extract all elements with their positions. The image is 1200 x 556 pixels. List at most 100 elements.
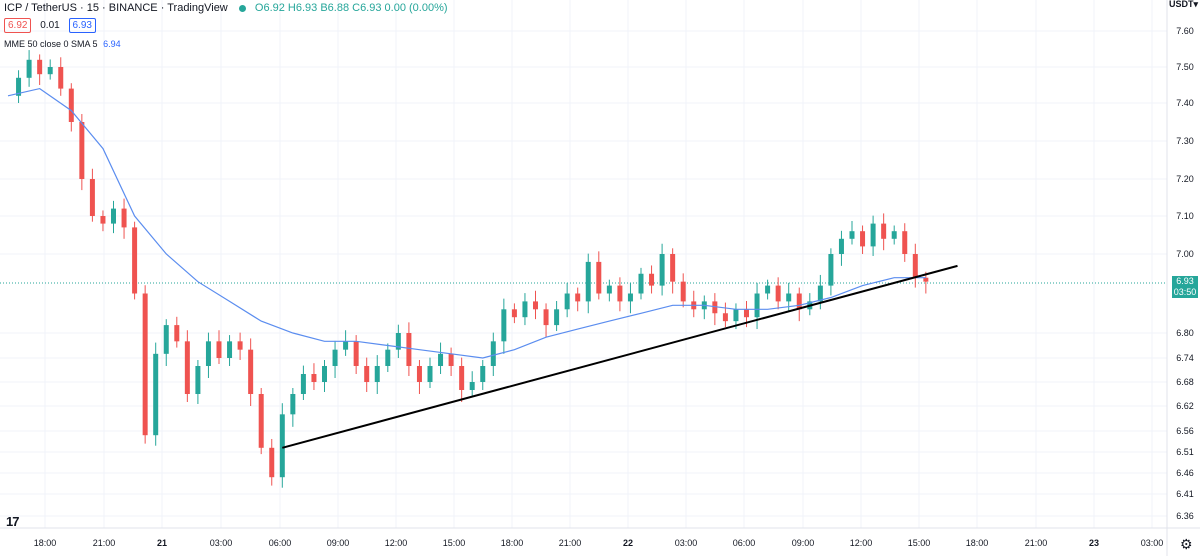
- candle: [627, 282, 633, 314]
- candle-body: [448, 353, 454, 366]
- candle: [142, 285, 148, 444]
- candle: [649, 265, 655, 294]
- candle-body: [786, 293, 792, 302]
- gear-icon[interactable]: ⚙: [1180, 536, 1193, 552]
- time-tick-label: 21: [157, 538, 167, 548]
- time-tick-label: 15:00: [908, 538, 931, 548]
- time-tick-label: 06:00: [269, 538, 292, 548]
- indicator-label: MME 50 close 0 SMA 5: [4, 39, 98, 49]
- candle: [712, 293, 718, 326]
- candle-body: [237, 341, 243, 350]
- candle-body: [205, 341, 211, 366]
- candle: [132, 221, 138, 300]
- candle-body: [480, 366, 486, 382]
- time-tick-label: 09:00: [327, 538, 350, 548]
- candle-body: [374, 366, 380, 382]
- candle-body: [300, 374, 306, 394]
- candle: [522, 293, 528, 326]
- candle: [258, 388, 264, 455]
- candle: [722, 302, 728, 328]
- candle: [606, 279, 612, 302]
- candle-body: [796, 293, 802, 310]
- candle: [670, 248, 676, 294]
- candle: [543, 303, 549, 338]
- candle-body: [902, 231, 908, 254]
- candle: [395, 324, 401, 358]
- candle-body: [184, 341, 190, 394]
- candle-body: [174, 325, 180, 342]
- candle: [796, 287, 802, 322]
- candle: [881, 213, 887, 251]
- price-tick-label: 7.30: [1176, 136, 1194, 146]
- candle-body: [406, 333, 412, 366]
- currency-selector[interactable]: USDT▾: [1168, 0, 1198, 9]
- price-tick-label: 7.10: [1176, 211, 1194, 221]
- candle: [385, 343, 391, 372]
- buy-price-button[interactable]: 6.93: [68, 18, 96, 33]
- symbol-label[interactable]: ICP / TetherUS · 15 · BINANCE · TradingV…: [4, 2, 228, 14]
- candles: [16, 50, 929, 488]
- candle-body: [385, 349, 391, 366]
- candle: [501, 298, 507, 354]
- candle: [311, 363, 317, 390]
- candle-body: [564, 293, 570, 310]
- price-tick-label: 6.80: [1176, 328, 1194, 338]
- candle-body: [627, 293, 633, 302]
- candle: [58, 57, 64, 96]
- candle: [912, 243, 918, 288]
- candle-body: [744, 309, 749, 318]
- candle: [564, 282, 570, 318]
- sell-price-button[interactable]: 6.92: [4, 18, 32, 33]
- time-tick-label: 18:00: [34, 538, 57, 548]
- tradingview-logo-icon[interactable]: 17: [6, 514, 20, 529]
- candle: [79, 114, 85, 191]
- trend-line: [282, 264, 958, 449]
- candle-body: [596, 261, 602, 294]
- candle-body: [722, 313, 728, 322]
- time-tick-label: 12:00: [385, 538, 408, 548]
- candle-body: [290, 394, 296, 415]
- current-price-value: 6.93: [1176, 276, 1194, 286]
- candle: [111, 200, 116, 234]
- candle: [406, 322, 412, 376]
- candle-body: [100, 216, 106, 224]
- candle-body: [279, 414, 285, 478]
- time-tick-label: 03:00: [675, 538, 698, 548]
- market-status-icon: [238, 4, 246, 12]
- candle: [322, 360, 327, 392]
- candle-body: [121, 208, 127, 228]
- candle-body: [26, 59, 32, 78]
- candle-body: [132, 227, 138, 294]
- candle: [248, 338, 254, 406]
- indicator-legend[interactable]: MME 50 close 0 SMA 5 6.94: [4, 39, 121, 49]
- candle-body: [817, 285, 823, 302]
- candle: [195, 360, 201, 404]
- candle-body: [617, 285, 623, 302]
- candle: [174, 316, 180, 348]
- candle: [459, 357, 465, 402]
- candle: [765, 279, 771, 300]
- candle: [860, 225, 866, 254]
- candle-body: [923, 277, 929, 282]
- candle: [416, 360, 422, 394]
- candle: [585, 253, 591, 314]
- price-tick-label: 7.00: [1176, 249, 1194, 259]
- candle-body: [248, 349, 254, 394]
- candle: [121, 198, 127, 239]
- candle-body: [427, 366, 433, 382]
- candle-body: [269, 447, 275, 478]
- candle-body: [416, 366, 422, 382]
- candle: [680, 273, 686, 308]
- candle: [37, 54, 43, 85]
- time-tick-label: 06:00: [733, 538, 756, 548]
- time-tick-label: 03:00: [210, 538, 233, 548]
- candle: [575, 287, 581, 312]
- candle-body: [322, 366, 327, 382]
- price-tick-label: 6.74: [1176, 353, 1194, 363]
- spread-value: 0.01: [40, 20, 60, 31]
- price-tick-label: 6.62: [1176, 401, 1194, 411]
- candle: [427, 357, 433, 388]
- candle: [438, 342, 444, 374]
- candle: [205, 332, 211, 378]
